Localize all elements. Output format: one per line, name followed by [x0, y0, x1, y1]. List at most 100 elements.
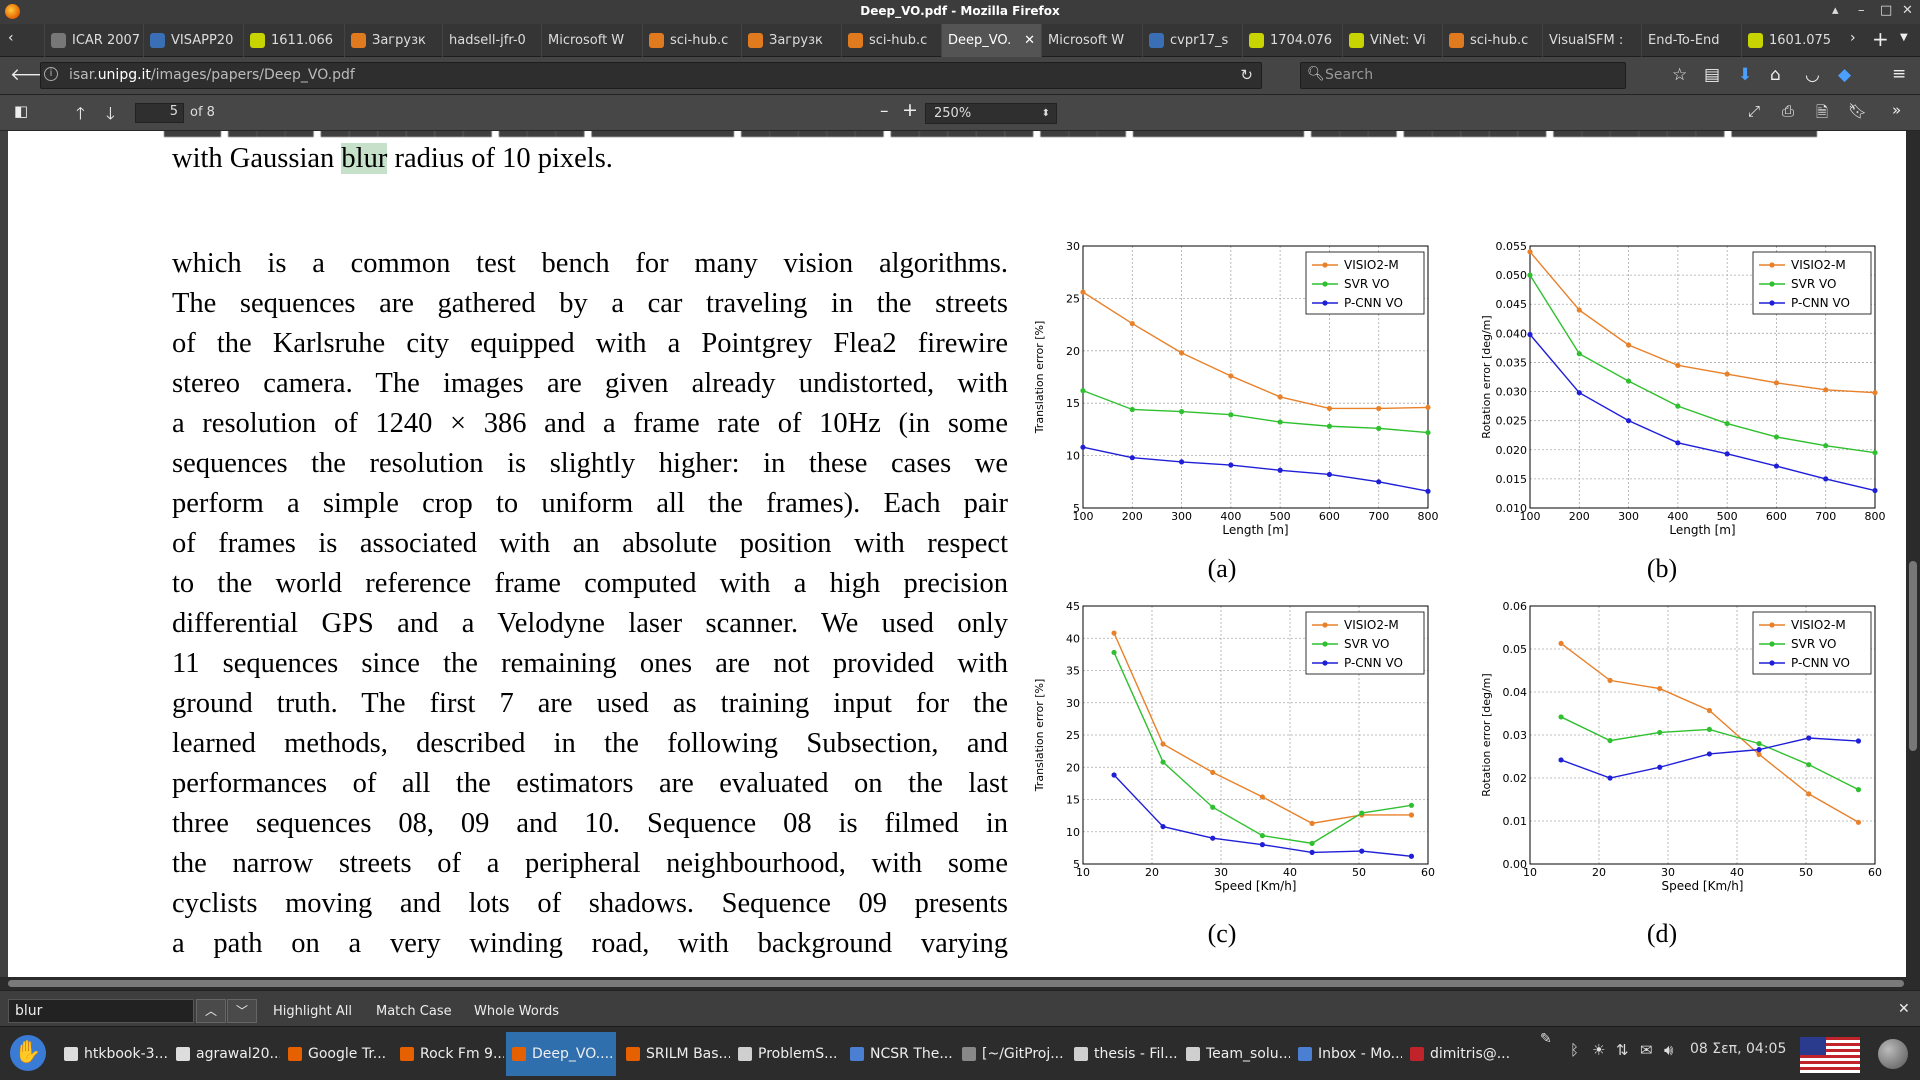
find-next-button[interactable]: ﹀ — [227, 999, 257, 1023]
taskbar-item[interactable]: SRILM Bas... — [620, 1032, 730, 1076]
whole-words-toggle[interactable]: Whole Words — [474, 1004, 559, 1019]
close-tab-icon[interactable]: ✕ — [1024, 33, 1035, 48]
tab-3[interactable]: 1611.066 — [243, 24, 344, 57]
data-point — [1756, 747, 1762, 753]
weather-icon[interactable]: ☀ — [1592, 1041, 1606, 1059]
tab-1[interactable]: ICAR 2007 - — [44, 24, 143, 57]
data-point — [1607, 775, 1613, 781]
vertical-scroll-thumb[interactable] — [1909, 561, 1917, 751]
tab-11[interactable]: Microsoft W — [1041, 24, 1142, 57]
bluetooth-icon[interactable]: ᛒ — [1570, 1041, 1580, 1059]
close-findbar-icon[interactable]: ✕ — [1898, 1001, 1910, 1017]
tab-18[interactable]: 1601.075 — [1741, 24, 1842, 57]
series-line-p-cnn-vo — [1529, 334, 1876, 492]
presentation-mode-icon[interactable]: ⤢ — [1748, 102, 1761, 120]
find-previous-button[interactable]: ︿ — [196, 999, 226, 1023]
window-up-icon[interactable]: ▴ — [1832, 3, 1839, 18]
tab-scroll-left-icon[interactable]: ‹ — [8, 30, 14, 46]
sidebar-toggle-icon[interactable]: ◧ — [14, 102, 29, 120]
vertical-scrollbar[interactable] — [1906, 131, 1920, 977]
data-point — [1806, 791, 1812, 797]
previous-page-icon[interactable]: 🡑 — [76, 104, 85, 124]
taskbar-item[interactable]: [~/GitProj... — [956, 1032, 1066, 1076]
x-axis-label: Length [m] — [1222, 523, 1288, 537]
menu-icon[interactable]: ≡ — [1892, 64, 1907, 84]
tab-9[interactable]: sci-hub.c — [841, 24, 941, 57]
new-tab-icon[interactable]: + — [1872, 27, 1889, 51]
taskbar-item[interactable]: NCSR The... — [844, 1032, 954, 1076]
taskbar-item[interactable]: htkbook-3... — [58, 1032, 168, 1076]
tab-8[interactable]: Загрузк — [741, 24, 841, 57]
tab-6[interactable]: Microsoft W — [541, 24, 642, 57]
url-bar[interactable]: i isar.unipg.it/images/papers/Deep_VO.pd… — [40, 62, 1262, 89]
minimize-icon[interactable]: – — [1858, 3, 1865, 18]
x-tick-label: 40 — [1283, 866, 1297, 879]
url-text[interactable]: isar.unipg.it/images/papers/Deep_VO.pdf — [69, 67, 355, 83]
tab-10[interactable]: Deep_VO. ✕ — [941, 24, 1041, 57]
data-point — [1724, 371, 1730, 377]
maximize-icon[interactable]: □ — [1880, 3, 1893, 18]
tab-15[interactable]: sci-hub.c — [1442, 24, 1542, 57]
print-icon[interactable]: ⎙ — [1782, 102, 1795, 120]
user-avatar[interactable] — [1878, 1039, 1908, 1069]
data-point — [1823, 443, 1829, 449]
tab-4[interactable]: Загрузк — [344, 24, 442, 57]
bookmark-icon[interactable]: 🔖︎ — [1848, 102, 1868, 120]
pocket-icon[interactable]: ◡ — [1805, 65, 1820, 85]
taskbar-item[interactable]: thesis - Fil... — [1068, 1032, 1178, 1076]
home-icon[interactable]: ⌂ — [1770, 65, 1781, 85]
horizontal-scrollbar[interactable] — [0, 977, 1920, 990]
clock[interactable]: 08 Σεπ, 04:05 — [1690, 1041, 1787, 1057]
match-case-toggle[interactable]: Match Case — [376, 1004, 452, 1019]
tab-16[interactable]: VisualSFM : — [1542, 24, 1641, 57]
tab-17[interactable]: End-To-End — [1641, 24, 1741, 57]
horizontal-scroll-thumb[interactable] — [8, 980, 1904, 987]
reading-list-icon[interactable]: ▤ — [1704, 65, 1721, 85]
extension-icon[interactable]: ◆ — [1838, 65, 1852, 85]
next-page-icon[interactable]: 🡓 — [106, 104, 115, 124]
paragraph-line: a resolution of 1240 × 386 and a frame r… — [172, 408, 1008, 439]
taskbar-item[interactable]: agrawal20... — [170, 1032, 280, 1076]
taskbar-item[interactable]: ProblemS... — [732, 1032, 842, 1076]
tab-13[interactable]: 1704.076 — [1242, 24, 1342, 57]
tab-7[interactable]: sci-hub.c — [642, 24, 741, 57]
tab-list-icon[interactable]: ▼ — [1900, 32, 1908, 43]
close-window-icon[interactable]: ✕ — [1902, 3, 1913, 18]
zoom-in-icon[interactable]: + — [902, 99, 918, 121]
site-info-icon[interactable]: i — [44, 67, 58, 81]
network-icon[interactable]: ⇅ — [1616, 1041, 1629, 1059]
x-tick-label: 10 — [1523, 866, 1537, 879]
y-tick-label: 30 — [1066, 240, 1080, 253]
save-icon[interactable]: 🗎 — [1816, 103, 1829, 121]
tab-scroll-right-icon[interactable]: › — [1850, 30, 1856, 46]
start-menu-icon[interactable]: ✋ — [10, 1035, 46, 1071]
taskbar-item[interactable]: Google Tr... — [282, 1032, 392, 1076]
zoom-out-icon[interactable]: – — [880, 101, 889, 121]
tools-icon[interactable]: » — [1892, 101, 1902, 119]
highlight-all-toggle[interactable]: Highlight All — [273, 1004, 352, 1019]
tab-2[interactable]: VISAPP20 — [143, 24, 243, 57]
find-input[interactable]: blur — [8, 999, 194, 1023]
taskbar-item[interactable]: dimitris@... — [1404, 1032, 1514, 1076]
search-input[interactable]: 🔍︎ Search — [1300, 62, 1626, 89]
data-point — [1408, 812, 1415, 818]
zoom-select[interactable]: 250% ⬍ — [925, 103, 1057, 124]
page-number-input[interactable]: 5 — [135, 103, 184, 123]
pdf-viewer[interactable]: ▬▬ ▬▬▬ ▬▬▬▬▬▬ ▬▬▬ ▬▬▬▬▬ ▬▬▬▬▬ ▬▬▬▬▬ ▬▬▬ … — [0, 131, 1906, 977]
volume-icon[interactable]: 🔊︎ — [1664, 1041, 1674, 1059]
reload-icon[interactable]: ↻ — [1240, 66, 1253, 84]
x-tick-label: 40 — [1730, 866, 1744, 879]
clipboard-icon[interactable]: ✎ — [1540, 1031, 1552, 1047]
taskbar-item[interactable]: Inbox - Mo... — [1292, 1032, 1402, 1076]
taskbar-item[interactable]: Deep_VO.... — [506, 1032, 616, 1076]
tab-14[interactable]: ViNet: Vi — [1342, 24, 1442, 57]
taskbar-item[interactable]: Rock Fm 9... — [394, 1032, 504, 1076]
keyboard-layout-flag-icon[interactable] — [1800, 1037, 1860, 1073]
tab-12[interactable]: cvpr17_s — [1142, 24, 1242, 57]
downloads-icon[interactable]: ⬇ — [1738, 65, 1753, 85]
tab-5[interactable]: hadsell-jfr-0 — [442, 24, 541, 57]
bookmark-star-icon[interactable]: ☆ — [1672, 65, 1688, 85]
mail-icon[interactable]: ✉ — [1640, 1041, 1653, 1059]
taskbar-item[interactable]: Team_solu... — [1180, 1032, 1290, 1076]
data-point — [1408, 853, 1415, 859]
